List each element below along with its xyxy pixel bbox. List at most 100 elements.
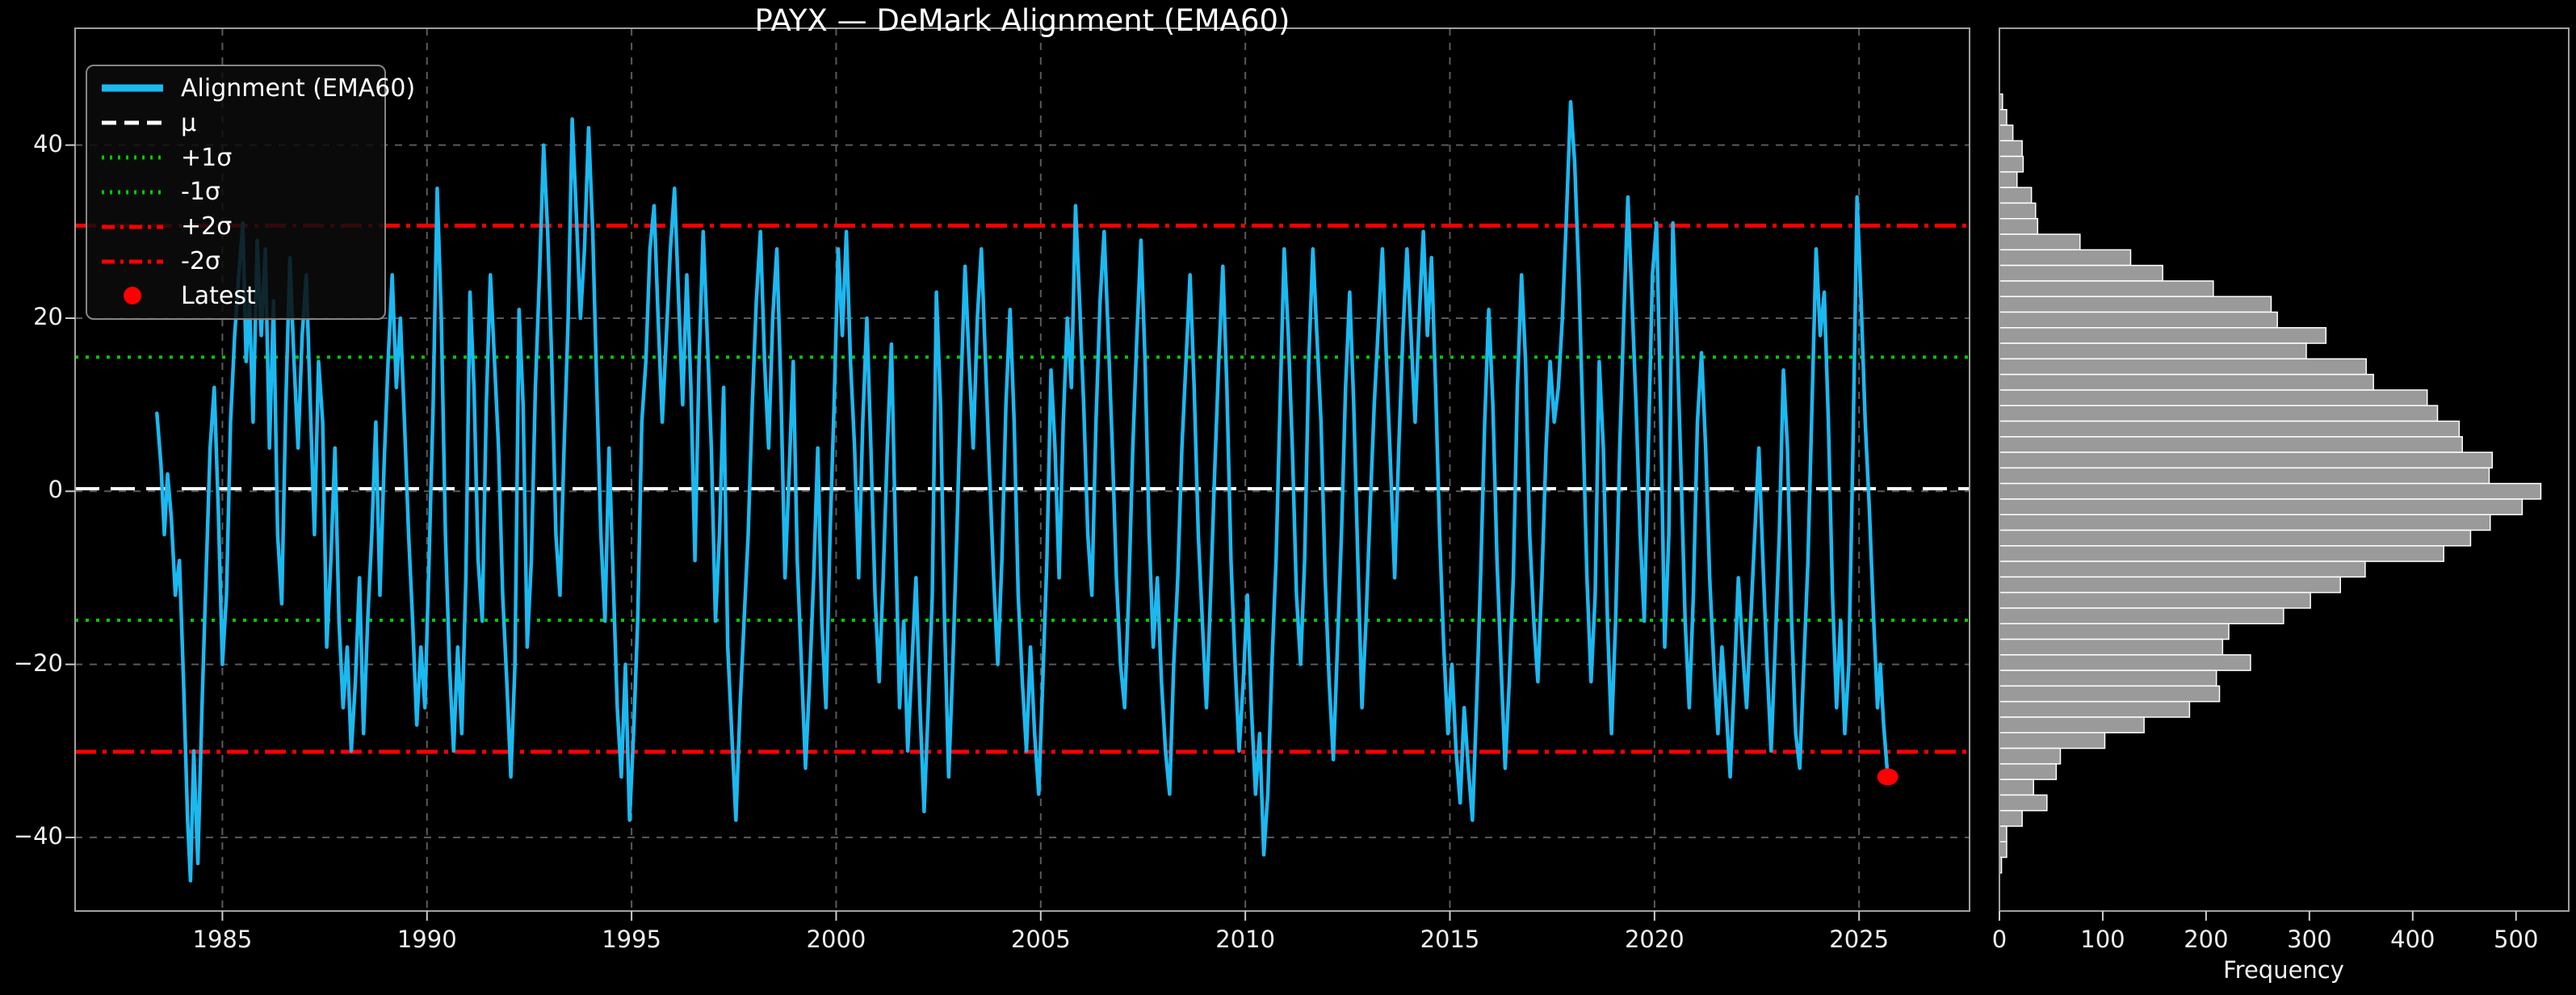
histogram-bar bbox=[1999, 171, 2018, 188]
histogram-bar bbox=[1999, 716, 2145, 734]
x-tick-label: 1985 bbox=[192, 926, 253, 953]
histogram-panel-border bbox=[1999, 27, 2570, 912]
histogram-bar bbox=[1999, 732, 2106, 749]
histogram-bar bbox=[1999, 498, 2524, 515]
legend-item: Latest bbox=[87, 279, 384, 312]
main-panel-border bbox=[74, 27, 1970, 912]
legend: Alignment (EMA60) μ +1σ -1σ +2σ -2σ Latest bbox=[86, 65, 415, 320]
histogram-bar bbox=[1999, 342, 2307, 360]
legend-line-icon bbox=[102, 225, 163, 229]
histogram-bar bbox=[1999, 560, 2366, 578]
histogram-bar bbox=[1999, 685, 2221, 703]
histogram-bar bbox=[1999, 155, 2024, 173]
histogram-bar bbox=[1999, 140, 2023, 157]
histogram-bar bbox=[1999, 670, 2217, 687]
legend-item-label: Latest bbox=[181, 281, 256, 310]
histogram-bar bbox=[1999, 607, 2284, 624]
legend-item-label: -1σ bbox=[181, 178, 220, 207]
histogram-bar bbox=[1999, 514, 2491, 531]
x-tick-label: 1995 bbox=[602, 926, 661, 953]
hist-x-tick-label: 200 bbox=[2184, 926, 2229, 953]
histogram-bar bbox=[1999, 545, 2444, 562]
legend-item-label: -2σ bbox=[181, 247, 220, 276]
histogram-bar bbox=[1999, 482, 2542, 500]
latest-point-marker bbox=[1877, 768, 1898, 786]
histogram-bar bbox=[1999, 405, 2439, 422]
histogram-bar bbox=[1999, 779, 2034, 796]
legend-item-label: μ bbox=[181, 108, 197, 137]
histogram-bar bbox=[1999, 763, 2058, 780]
legend-item: +1σ bbox=[87, 141, 384, 174]
hist-x-tick-label: 100 bbox=[2080, 926, 2125, 953]
histogram-bar bbox=[1999, 233, 2081, 251]
legend-item-label: +1σ bbox=[181, 143, 233, 172]
y-tick-label: −20 bbox=[13, 649, 63, 677]
x-tick-label: 1990 bbox=[396, 926, 457, 953]
histogram-bar bbox=[1999, 311, 2278, 329]
chart-title: PAYX — DeMark Alignment (EMA60) bbox=[754, 3, 1290, 38]
histogram-bar bbox=[1999, 202, 2037, 220]
histogram-bar bbox=[1999, 280, 2214, 297]
histogram-bar bbox=[1999, 327, 2327, 344]
reference-lines bbox=[75, 223, 1970, 754]
x-tick-label: 2010 bbox=[1215, 926, 1276, 953]
tick-marks bbox=[65, 144, 2517, 921]
legend-line-icon bbox=[102, 155, 163, 160]
legend-item-label: +2σ bbox=[181, 212, 233, 241]
x-tick-label: 2025 bbox=[1829, 926, 1890, 953]
histogram-bar bbox=[1999, 700, 2191, 718]
hist-x-tick-label: 0 bbox=[1991, 926, 2008, 953]
histogram-bars bbox=[1999, 93, 2542, 874]
histogram-bar bbox=[1999, 358, 2367, 376]
x-tick-label: 2000 bbox=[806, 926, 866, 953]
histogram-bar bbox=[1999, 296, 2272, 313]
legend-item: Alignment (EMA60) bbox=[87, 72, 415, 104]
legend-line-icon bbox=[102, 120, 163, 125]
histogram-bar bbox=[1999, 187, 2033, 204]
histogram-bar bbox=[1999, 638, 2224, 656]
latest-dot-icon bbox=[124, 287, 141, 305]
x-tick-label: 2015 bbox=[1420, 926, 1480, 953]
legend-line-icon bbox=[102, 259, 163, 264]
alignment-line bbox=[155, 99, 1890, 883]
histogram-bar bbox=[1999, 389, 2428, 406]
hist-x-tick-label: 500 bbox=[2494, 926, 2539, 953]
hist-x-tick-label: 400 bbox=[2390, 926, 2435, 953]
histogram-bar bbox=[1999, 794, 2048, 812]
histogram-bar bbox=[1999, 529, 2472, 547]
histogram-bar bbox=[1999, 264, 2163, 282]
histogram-bar bbox=[1999, 623, 2230, 640]
histogram-bar bbox=[1999, 747, 2062, 765]
grid-lines bbox=[75, 28, 1970, 911]
histogram-bar bbox=[1999, 436, 2463, 453]
legend-item: -1σ bbox=[87, 176, 384, 208]
legend-item: -2σ bbox=[87, 246, 384, 278]
legend-item: +2σ bbox=[87, 211, 384, 243]
histogram-bar bbox=[1999, 467, 2490, 485]
frequency-axis-label: Frequency bbox=[2223, 956, 2344, 984]
histogram-bar bbox=[1999, 451, 2494, 469]
y-tick-label: 20 bbox=[33, 302, 63, 330]
legend-item-label: Alignment (EMA60) bbox=[181, 73, 416, 103]
histogram-bar bbox=[1999, 420, 2461, 438]
y-tick-label: −40 bbox=[13, 821, 63, 850]
histogram-bar bbox=[1999, 576, 2341, 594]
histogram-bar bbox=[1999, 654, 2251, 671]
histogram-bar bbox=[1999, 841, 2008, 859]
histogram-bar bbox=[1999, 108, 2008, 126]
y-tick-label: 0 bbox=[48, 476, 63, 504]
histogram-bar bbox=[1999, 825, 2008, 843]
histogram-bar bbox=[1999, 217, 2039, 235]
legend-line-icon bbox=[102, 190, 163, 195]
histogram-bar bbox=[1999, 591, 2311, 609]
histogram-bar bbox=[1999, 373, 2374, 391]
histogram-bar bbox=[1999, 124, 2014, 142]
histogram-bar bbox=[1999, 249, 2132, 267]
hist-x-tick-label: 300 bbox=[2287, 926, 2332, 953]
legend-item: μ bbox=[87, 107, 384, 139]
histogram-bar bbox=[1999, 809, 2023, 827]
x-tick-label: 2005 bbox=[1010, 926, 1071, 953]
legend-line-icon bbox=[102, 84, 163, 92]
